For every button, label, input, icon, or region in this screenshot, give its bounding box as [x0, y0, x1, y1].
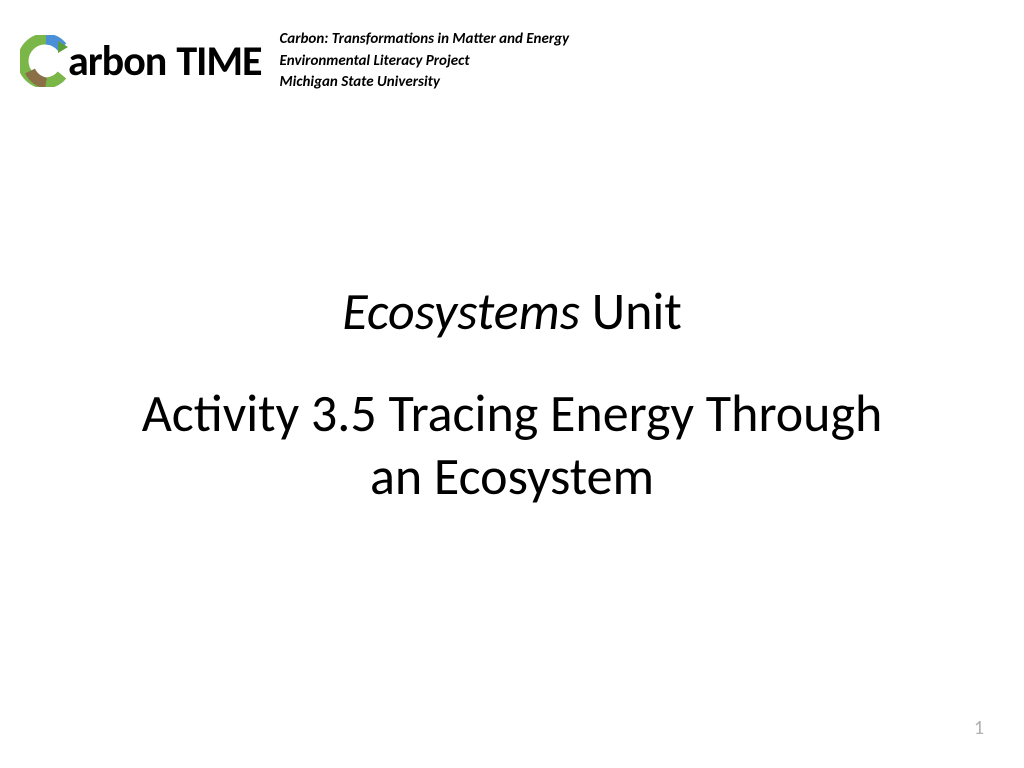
unit-title-rest: Unit	[580, 279, 682, 343]
logo-c-icon	[20, 35, 72, 87]
unit-title-italic: Ecosystems	[342, 279, 580, 343]
page-number: 1	[974, 716, 984, 740]
logo-arbon-text: arbon	[68, 36, 166, 87]
slide-header: arbon TIME Carbon: Transformations in Ma…	[20, 30, 569, 93]
header-subtitle-block: Carbon: Transformations in Matter and En…	[280, 30, 570, 93]
activity-title-line2: an Ecosystem	[0, 445, 1024, 507]
unit-title: Ecosystems Unit	[0, 280, 1024, 342]
logo-text: arbon TIME	[68, 36, 262, 87]
header-line-2: Environmental Literacy Project	[280, 52, 570, 72]
slide-title: Ecosystems Unit Activity 3.5 Tracing Ene…	[0, 280, 1024, 507]
carbon-time-logo: arbon TIME	[20, 35, 262, 87]
activity-title-line1: Activity 3.5 Tracing Energy Through	[0, 382, 1024, 444]
logo-time-text: TIME	[176, 36, 261, 87]
header-line-3: Michigan State University	[280, 73, 570, 93]
header-line-1: Carbon: Transformations in Matter and En…	[280, 30, 570, 50]
